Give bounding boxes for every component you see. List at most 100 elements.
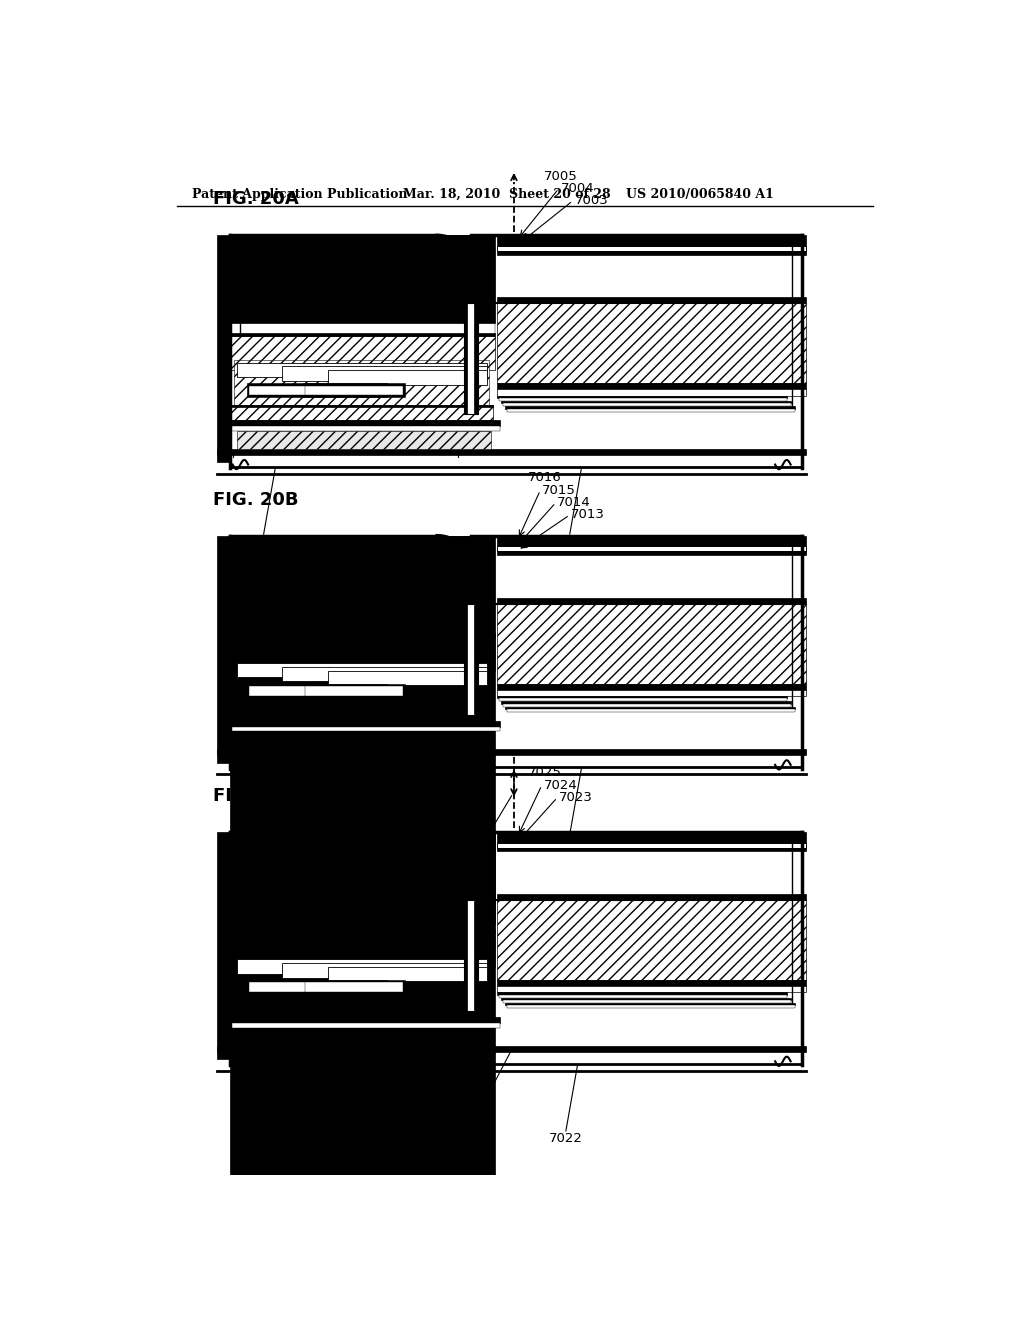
Bar: [234, 359, 489, 408]
Bar: [497, 598, 806, 603]
Bar: [497, 900, 806, 981]
Bar: [217, 750, 806, 755]
Bar: [247, 383, 387, 397]
Bar: [217, 235, 230, 462]
Bar: [230, 929, 495, 932]
Bar: [464, 603, 467, 714]
Text: 7016: 7016: [528, 471, 561, 484]
Bar: [497, 894, 806, 900]
Bar: [497, 847, 806, 851]
Bar: [497, 689, 806, 696]
Bar: [505, 1003, 795, 1006]
Bar: [230, 932, 495, 968]
Bar: [464, 900, 477, 1011]
Text: 7015: 7015: [542, 483, 575, 496]
Bar: [501, 401, 791, 403]
Bar: [283, 964, 486, 978]
Bar: [497, 536, 806, 546]
Bar: [474, 304, 477, 414]
Bar: [249, 686, 385, 696]
Bar: [230, 832, 495, 1320]
Bar: [497, 696, 786, 698]
Bar: [230, 832, 470, 843]
Text: 7021: 7021: [247, 1133, 281, 1146]
Bar: [497, 552, 806, 554]
Text: 7023: 7023: [559, 791, 593, 804]
Bar: [230, 546, 495, 636]
Bar: [237, 363, 486, 378]
Bar: [497, 389, 806, 396]
Bar: [329, 968, 486, 982]
Bar: [474, 900, 477, 1011]
Bar: [217, 536, 230, 763]
Bar: [217, 449, 806, 455]
Bar: [230, 536, 470, 546]
Bar: [507, 409, 795, 412]
Text: Mar. 18, 2010  Sheet 20 of 28: Mar. 18, 2010 Sheet 20 of 28: [403, 187, 610, 201]
Bar: [474, 603, 477, 714]
Bar: [505, 706, 795, 709]
Bar: [497, 251, 806, 255]
Text: 7012: 7012: [553, 836, 587, 849]
Bar: [230, 1018, 500, 1023]
Text: 7017: 7017: [464, 836, 498, 849]
Bar: [230, 536, 495, 924]
Text: FIG. 20A: FIG. 20A: [213, 190, 299, 209]
Bar: [497, 603, 806, 684]
Bar: [500, 698, 786, 701]
Bar: [230, 246, 495, 335]
Bar: [230, 405, 493, 420]
Bar: [230, 333, 495, 335]
Bar: [503, 403, 791, 407]
Bar: [507, 1006, 795, 1008]
Text: FIG. 20B: FIG. 20B: [213, 491, 299, 508]
Bar: [303, 684, 406, 697]
Text: 7027: 7027: [444, 1133, 478, 1146]
Bar: [217, 1045, 806, 1052]
Text: 7001: 7001: [247, 536, 281, 549]
Bar: [497, 235, 806, 246]
Text: US 2010/0065840 A1: US 2010/0065840 A1: [627, 187, 774, 201]
Bar: [501, 998, 791, 1001]
Bar: [503, 1001, 791, 1003]
Bar: [249, 385, 385, 395]
Bar: [329, 671, 486, 685]
Text: 7022: 7022: [549, 1133, 583, 1146]
Bar: [230, 843, 495, 932]
Bar: [230, 721, 500, 726]
Text: 7013: 7013: [571, 508, 605, 521]
Text: 7004: 7004: [560, 182, 594, 195]
Bar: [503, 704, 791, 706]
Bar: [497, 396, 786, 397]
Bar: [497, 383, 806, 389]
Bar: [230, 1002, 493, 1018]
Bar: [505, 407, 795, 409]
Bar: [507, 709, 795, 711]
Bar: [497, 246, 806, 251]
Bar: [247, 981, 387, 994]
Text: FIG. 20C: FIG. 20C: [213, 787, 298, 805]
Text: 7011: 7011: [247, 836, 281, 849]
Bar: [230, 426, 500, 432]
Bar: [497, 297, 806, 304]
Bar: [497, 684, 806, 689]
Bar: [237, 960, 486, 974]
Bar: [501, 701, 791, 704]
Bar: [283, 667, 486, 681]
Bar: [230, 636, 495, 671]
Bar: [237, 1028, 490, 1045]
Bar: [217, 832, 230, 1059]
Bar: [497, 546, 806, 552]
Bar: [303, 383, 406, 397]
Bar: [329, 370, 486, 384]
Bar: [464, 304, 467, 414]
Bar: [234, 956, 489, 1005]
Bar: [230, 405, 493, 407]
Text: 7014: 7014: [557, 496, 591, 510]
Bar: [500, 397, 786, 401]
Bar: [497, 843, 806, 847]
Text: 7025: 7025: [528, 767, 562, 779]
Bar: [230, 705, 493, 708]
Bar: [234, 660, 489, 708]
Bar: [464, 900, 467, 1011]
